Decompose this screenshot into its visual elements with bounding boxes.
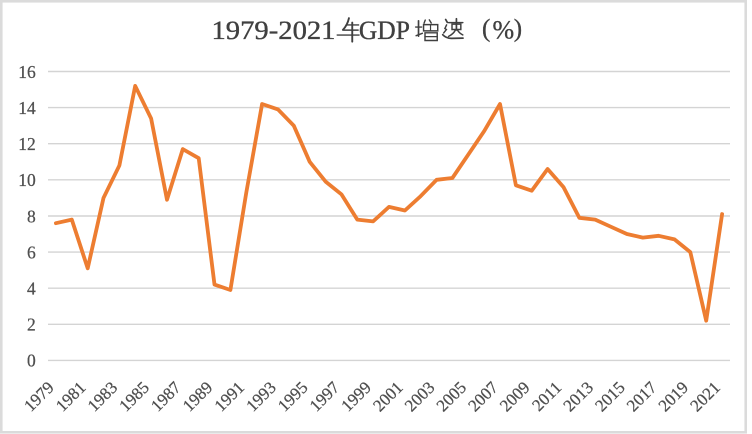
svg-text:14: 14: [18, 98, 36, 118]
svg-text:2015: 2015: [591, 378, 628, 415]
svg-text:0: 0: [27, 351, 36, 371]
svg-text:2011: 2011: [528, 378, 565, 415]
svg-text:8: 8: [27, 206, 36, 226]
svg-text:1997: 1997: [306, 378, 344, 416]
svg-text:1995: 1995: [274, 378, 311, 415]
svg-text:2007: 2007: [464, 378, 502, 416]
svg-text:): ): [514, 16, 522, 43]
svg-text:2: 2: [27, 315, 36, 335]
svg-text:1979: 1979: [20, 378, 57, 415]
svg-text:1987: 1987: [147, 378, 185, 416]
svg-text:12: 12: [18, 134, 36, 154]
svg-text:2019: 2019: [655, 378, 692, 415]
svg-text:1981: 1981: [52, 378, 89, 415]
svg-text:6: 6: [27, 242, 36, 262]
svg-text:1979-2021: 1979-2021: [212, 16, 336, 45]
svg-text:GDP: GDP: [359, 16, 410, 45]
svg-text:2005: 2005: [433, 378, 470, 415]
svg-text:10: 10: [18, 170, 36, 190]
svg-text:1983: 1983: [84, 378, 121, 415]
svg-text:2009: 2009: [496, 378, 533, 415]
svg-text:1989: 1989: [179, 378, 216, 415]
svg-text:2021: 2021: [686, 378, 723, 415]
svg-text:%: %: [493, 15, 515, 44]
svg-text:2017: 2017: [623, 378, 661, 416]
svg-text:1991: 1991: [211, 378, 248, 415]
svg-text:1993: 1993: [242, 378, 279, 415]
svg-text:(: (: [482, 16, 490, 43]
svg-text:16: 16: [18, 62, 36, 82]
svg-text:2001: 2001: [369, 378, 406, 415]
svg-text:1999: 1999: [337, 378, 374, 415]
svg-text:4: 4: [27, 279, 36, 299]
svg-text:2003: 2003: [401, 378, 438, 415]
svg-text:2013: 2013: [560, 378, 597, 415]
svg-text:1985: 1985: [115, 378, 152, 415]
